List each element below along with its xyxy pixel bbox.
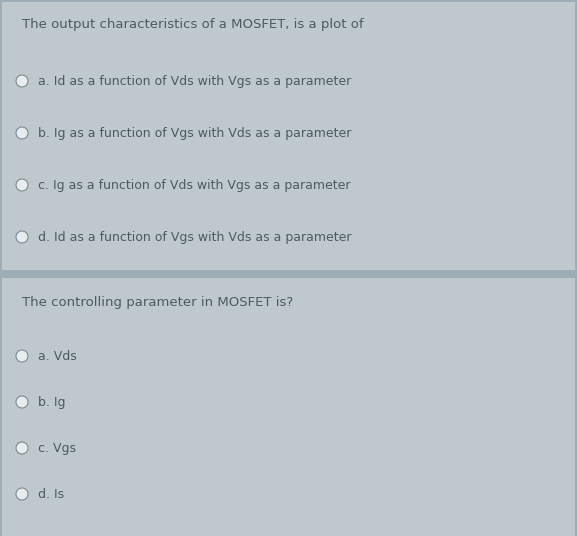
Text: d. Is: d. Is — [38, 488, 64, 501]
Circle shape — [16, 488, 28, 500]
Text: a. Vds: a. Vds — [38, 350, 77, 363]
Circle shape — [16, 75, 28, 87]
Text: a. Id as a function of Vds with Vgs as a parameter: a. Id as a function of Vds with Vgs as a… — [38, 75, 351, 88]
Text: d. Id as a function of Vgs with Vds as a parameter: d. Id as a function of Vgs with Vds as a… — [38, 231, 351, 244]
Text: The output characteristics of a MOSFET, is a plot of: The output characteristics of a MOSFET, … — [22, 18, 364, 31]
Circle shape — [16, 442, 28, 454]
Text: The controlling parameter in MOSFET is?: The controlling parameter in MOSFET is? — [22, 296, 293, 309]
Text: c. Vgs: c. Vgs — [38, 442, 76, 455]
Circle shape — [16, 350, 28, 362]
Circle shape — [16, 127, 28, 139]
Bar — [2, 2, 575, 270]
Text: c. Ig as a function of Vds with Vgs as a parameter: c. Ig as a function of Vds with Vgs as a… — [38, 179, 350, 192]
Text: b. Ig: b. Ig — [38, 396, 66, 409]
Circle shape — [16, 396, 28, 408]
Bar — [2, 278, 575, 536]
Circle shape — [16, 231, 28, 243]
Circle shape — [16, 179, 28, 191]
Text: b. Ig as a function of Vgs with Vds as a parameter: b. Ig as a function of Vgs with Vds as a… — [38, 127, 351, 140]
